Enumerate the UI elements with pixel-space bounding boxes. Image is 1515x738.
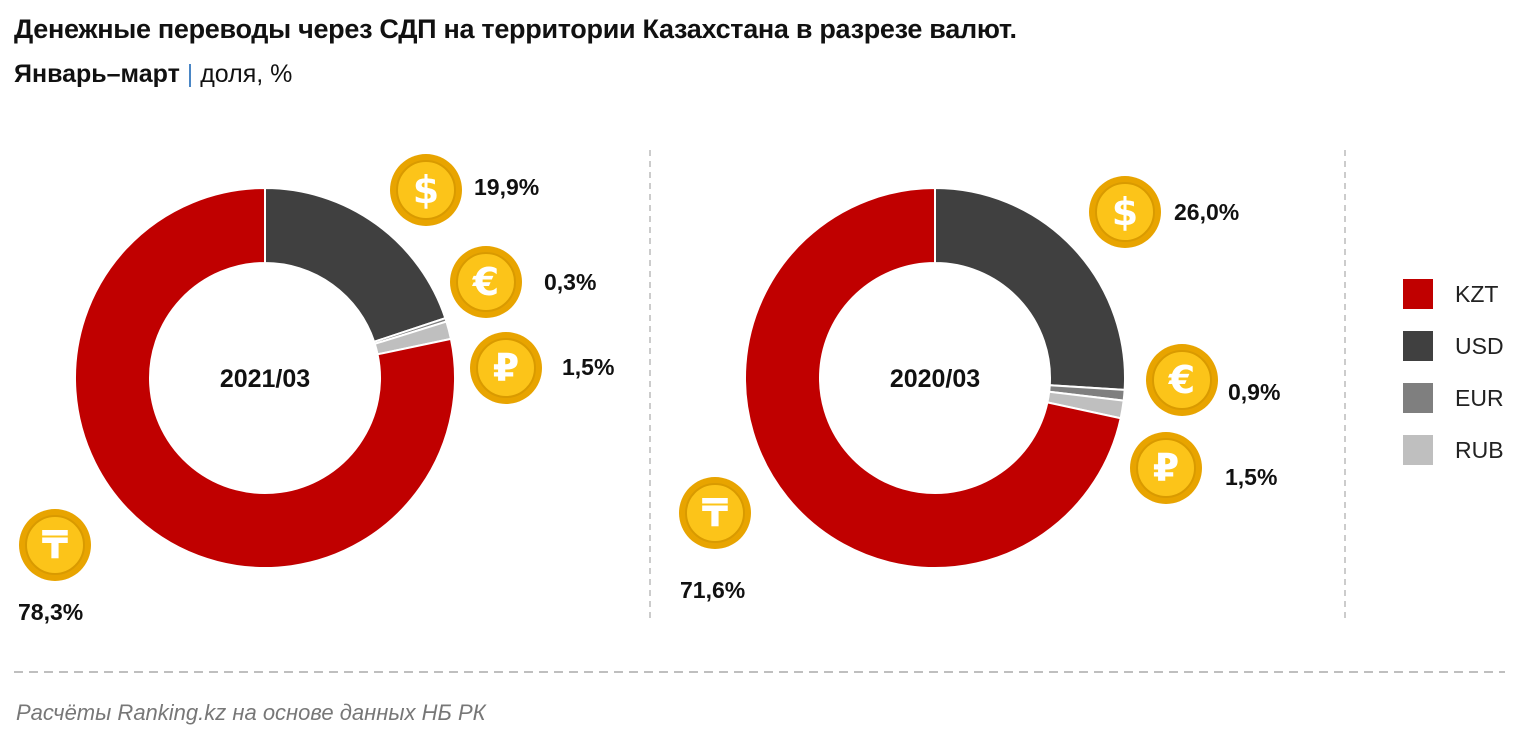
legend-swatch	[1403, 331, 1433, 361]
legend-label: KZT	[1455, 280, 1499, 307]
chart-title: Денежные переводы через СДП на территори…	[14, 14, 1017, 44]
tenge-coin-icon: ₸	[19, 509, 91, 581]
coin-face	[1095, 182, 1155, 242]
subtitle-separator: |	[186, 60, 194, 88]
ruble-coin-icon: ₽	[470, 332, 542, 404]
chart-subtitle: Январь–март | доля, %	[14, 60, 292, 89]
coin-symbol: ₽	[1153, 446, 1179, 490]
center-label: 2021/03	[220, 365, 310, 393]
legend-label: RUB	[1455, 436, 1504, 463]
source-note: Расчёты Ranking.kz на основе данных НБ Р…	[16, 700, 486, 725]
data-label-usd: 19,9%	[474, 174, 539, 200]
coin-symbol: $	[413, 168, 439, 212]
donut-slice-kzt	[74, 186, 456, 569]
coin-symbol: ₸	[702, 491, 728, 535]
data-label-kzt: 71,6%	[680, 577, 745, 603]
subtitle-unit: доля, %	[200, 60, 293, 88]
legend-item-eur: EUR	[1403, 372, 1504, 424]
coin-face	[25, 515, 85, 575]
coin-symbol: €	[472, 260, 499, 304]
data-label-kzt: 78,3%	[18, 599, 83, 625]
subtitle-period: Январь–март	[14, 60, 180, 88]
legend-swatch	[1403, 383, 1433, 413]
euro-coin-icon: €	[450, 246, 522, 318]
legend-swatch	[1403, 435, 1433, 465]
coin-face	[456, 252, 516, 312]
coin-symbol: ₽	[493, 346, 519, 390]
data-label-rub: 1,5%	[562, 354, 614, 380]
data-label-rub: 1,5%	[1225, 464, 1277, 490]
coin-symbol: ₸	[42, 523, 68, 567]
tenge-coin-icon: ₸	[679, 477, 751, 549]
euro-coin-icon: €	[1146, 344, 1218, 416]
donut-slice-kzt	[744, 186, 1122, 569]
coin-face	[396, 160, 456, 220]
center-label: 2020/03	[890, 365, 980, 393]
coin-face	[685, 483, 745, 543]
coin-face	[1152, 350, 1212, 410]
donut-slice-usd	[934, 186, 1127, 391]
ruble-coin-icon: ₽	[1130, 432, 1202, 504]
data-label-eur: 0,9%	[1228, 379, 1280, 405]
legend-item-kzt: KZT	[1403, 268, 1504, 320]
legend-swatch	[1403, 279, 1433, 309]
legend-item-rub: RUB	[1403, 424, 1504, 476]
coin-symbol: $	[1112, 190, 1138, 234]
coin-symbol: €	[1168, 358, 1195, 402]
legend-label: EUR	[1455, 384, 1504, 411]
data-label-usd: 26,0%	[1174, 199, 1239, 225]
donut-2020-03: 26,0% 0,9% 1,5% 71,6% 2020/03	[680, 186, 1280, 603]
legend: KZT USD EUR RUB	[1403, 268, 1504, 476]
coin-face	[1136, 438, 1196, 498]
data-label-eur: 0,3%	[544, 269, 596, 295]
legend-item-usd: USD	[1403, 320, 1504, 372]
dollar-coin-icon: $	[1089, 176, 1161, 248]
dollar-coin-icon: $	[390, 154, 462, 226]
coin-face	[476, 338, 536, 398]
donut-2021-03: 19,9% 0,3% 1,5% 78,3% 2021/03	[18, 174, 614, 625]
legend-label: USD	[1455, 332, 1504, 359]
